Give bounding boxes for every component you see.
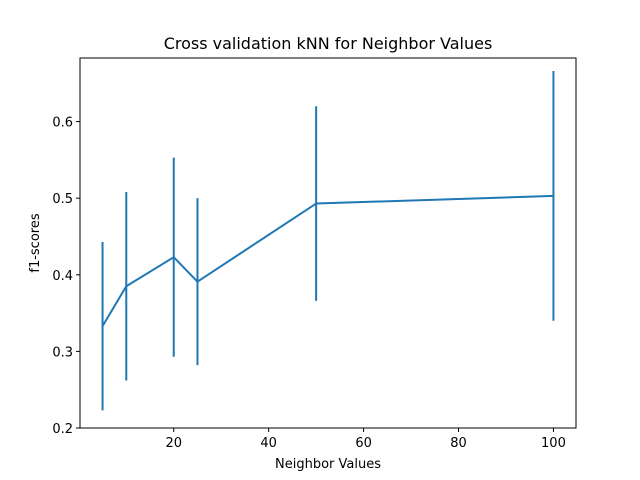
y-tick-label: 0.3 xyxy=(52,345,73,360)
x-axis-ticks: 20 40 60 80 100 xyxy=(165,428,566,451)
x-tick-label: 20 xyxy=(165,436,182,451)
x-tick-label: 80 xyxy=(450,436,467,451)
y-tick-label: 0.2 xyxy=(52,422,73,437)
y-tick-label: 0.4 xyxy=(52,269,73,284)
y-axis-ticks: 0.2 0.3 0.4 0.5 0.6 xyxy=(52,116,80,437)
plot-area xyxy=(101,71,555,411)
axes-frame xyxy=(79,57,577,429)
series-line xyxy=(101,194,554,327)
x-tick-label: 40 xyxy=(260,436,277,451)
x-tick-label: 60 xyxy=(355,436,372,451)
y-tick-label: 0.5 xyxy=(52,192,73,207)
y-tick-label: 0.6 xyxy=(52,116,73,131)
x-tick-label: 100 xyxy=(541,436,566,451)
chart-title: Cross validation kNN for Neighbor Values xyxy=(164,34,493,53)
x-axis-label: Neighbor Values xyxy=(275,457,381,472)
y-axis-label: f1-scores xyxy=(28,213,43,272)
